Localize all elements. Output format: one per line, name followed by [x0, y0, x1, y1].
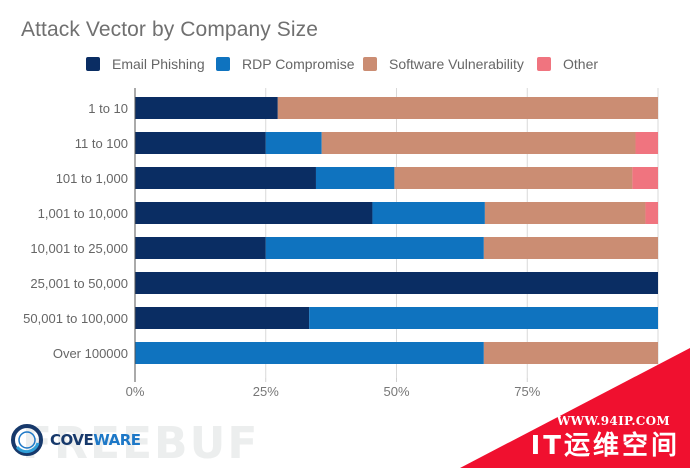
bar-segment-email-phishing[interactable] — [135, 272, 658, 294]
x-tick-labels: 0% 25% 50% 75% — [126, 378, 541, 399]
gridlines — [265, 88, 659, 378]
bar-segment-other[interactable] — [632, 167, 658, 189]
bar-segment-email-phishing[interactable] — [135, 97, 278, 119]
bar-segment-rdp-compromise[interactable] — [265, 237, 484, 259]
bar-segment-software-vulnerability[interactable] — [483, 342, 658, 364]
x-tick-label: 75% — [514, 384, 540, 399]
bar-segment-software-vulnerability[interactable] — [277, 97, 658, 119]
legend-label: Software Vulnerability — [389, 56, 524, 72]
legend-item-rdp-compromise[interactable]: RDP Compromise — [216, 55, 355, 73]
bar-segment-rdp-compromise[interactable] — [315, 167, 395, 189]
bar-segment-rdp-compromise[interactable] — [309, 307, 658, 329]
category-label: 25,001 to 50,000 — [30, 276, 128, 291]
legend-label: RDP Compromise — [242, 56, 355, 72]
bars — [135, 97, 658, 364]
bar-segment-software-vulnerability[interactable] — [321, 132, 636, 154]
legend-label: Other — [563, 56, 599, 72]
coveware-ring-icon — [11, 424, 43, 456]
legend-item-software-vulnerability[interactable]: Software Vulnerability — [363, 55, 524, 73]
bar-segment-email-phishing[interactable] — [135, 237, 266, 259]
category-label: 1 to 10 — [88, 101, 128, 116]
bar-segment-software-vulnerability[interactable] — [484, 202, 646, 224]
bar-segment-email-phishing[interactable] — [135, 132, 266, 154]
watermark-url: WWW.94IP.COM — [556, 414, 670, 428]
watermark-triangle — [460, 348, 690, 468]
legend-swatch-software-vulnerability — [363, 57, 377, 71]
bar-segment-rdp-compromise[interactable] — [135, 342, 484, 364]
watermark-cn-text: IT运维空间 — [530, 431, 680, 461]
bar-segment-email-phishing[interactable] — [135, 167, 316, 189]
category-label: Over 100000 — [53, 346, 128, 361]
legend-swatch-email-phishing — [86, 57, 100, 71]
category-label: 10,001 to 25,000 — [30, 241, 128, 256]
bar-segment-rdp-compromise[interactable] — [372, 202, 485, 224]
bar-segment-software-vulnerability[interactable] — [394, 167, 633, 189]
chart-title: Attack Vector by Company Size — [21, 18, 319, 41]
x-tick-label: 25% — [253, 384, 279, 399]
x-tick-label: 0% — [126, 384, 145, 399]
logo-text-ware: WARE — [93, 431, 141, 449]
bar-segment-software-vulnerability[interactable] — [483, 237, 658, 259]
legend-label: Email Phishing — [112, 56, 205, 72]
category-label: 101 to 1,000 — [56, 171, 128, 186]
category-label: 1,001 to 10,000 — [38, 206, 128, 221]
chart-legend: Email Phishing RDP Compromise Software V… — [0, 55, 690, 73]
category-labels: 1 to 10 11 to 100 101 to 1,000 1,001 to 10,… — [23, 101, 128, 361]
bar-segment-other[interactable] — [635, 132, 658, 154]
category-label: 50,001 to 100,000 — [23, 311, 128, 326]
bar-segment-email-phishing[interactable] — [135, 202, 373, 224]
logo-text-cove: COVE — [50, 431, 94, 449]
legend-swatch-other — [537, 57, 551, 71]
corner-watermark: WWW.94IP.COM IT运维空间 — [460, 348, 690, 468]
legend-swatch-rdp-compromise — [216, 57, 230, 71]
legend-item-other[interactable]: Other — [537, 55, 598, 73]
bar-segment-other[interactable] — [645, 202, 658, 224]
legend-item-email-phishing[interactable]: Email Phishing — [86, 55, 205, 73]
freebuf-watermark: FREEBUF — [22, 418, 260, 469]
x-tick-label: 50% — [383, 384, 409, 399]
coveware-logo: COVEWARE — [10, 423, 141, 457]
bar-segment-email-phishing[interactable] — [135, 307, 310, 329]
category-label: 11 to 100 — [75, 136, 128, 151]
bar-segment-rdp-compromise[interactable] — [265, 132, 322, 154]
